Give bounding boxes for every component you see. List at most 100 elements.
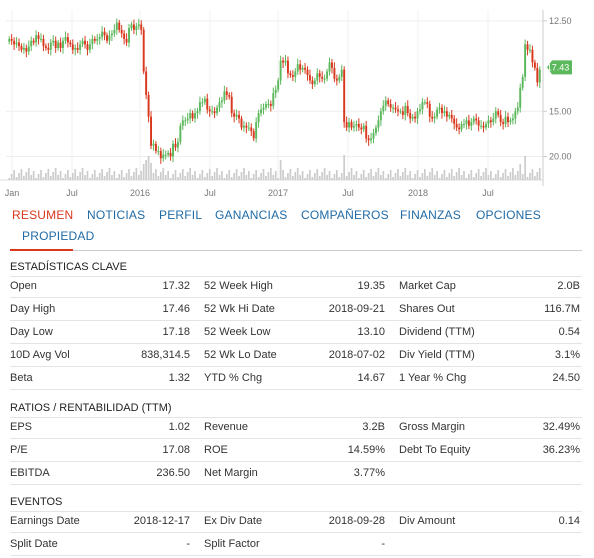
candle-body (524, 44, 527, 77)
volume-bar (323, 168, 326, 180)
section-divider (10, 511, 582, 512)
candle-body (269, 104, 272, 106)
price-chart[interactable]: 20.00 15.00 12.50 Jan Jul 2016 Jul 2017 Jul 2018… (0, 0, 594, 200)
stat-value: 1.32 (168, 372, 190, 384)
stat-value: 0.54 (558, 326, 580, 338)
volume-bar (384, 178, 387, 180)
candle-body (326, 71, 329, 79)
candle-body (467, 120, 470, 126)
candle-body (472, 118, 475, 123)
tab-opciones[interactable]: OPCIONES (476, 208, 541, 222)
volume-bar (392, 177, 394, 180)
volume-bar (446, 177, 448, 180)
last-price-tag: 17.43 (547, 60, 572, 75)
candle-body (328, 62, 331, 72)
volume-bar (79, 172, 81, 180)
candle-body (533, 62, 536, 68)
candle-body (279, 60, 282, 81)
volume-bar (382, 171, 385, 180)
candle-body (213, 111, 216, 114)
stat-label: 52 Wk Hi Date (204, 303, 275, 315)
candle-body (401, 111, 404, 115)
candle-body (282, 60, 285, 63)
tab-propiedad[interactable]: PROPIEDAD (22, 229, 95, 243)
stat-value: 19.35 (357, 280, 385, 292)
stat-label: Day Low (10, 326, 53, 338)
candle-body (311, 80, 314, 85)
volume-bar (108, 168, 111, 180)
volume-bar (267, 172, 270, 180)
volume-bar (201, 170, 204, 180)
volume-bar (348, 172, 350, 180)
volume-bar (169, 178, 172, 180)
candle-body (306, 69, 309, 76)
volume-bar (135, 168, 138, 180)
volume-bar (487, 175, 490, 180)
tab-finanzas[interactable]: FINANZAS (400, 208, 461, 222)
volume-bar (414, 174, 416, 180)
candle-body (86, 44, 89, 50)
candle-body (103, 31, 106, 36)
candlesticks (8, 18, 541, 164)
candle-body (25, 47, 28, 52)
candle-body (431, 116, 434, 119)
volume-bar (62, 178, 64, 180)
volume-bar (84, 175, 86, 180)
candle-body (49, 42, 52, 50)
volume-bar (514, 175, 517, 180)
tab-noticias[interactable]: NOTICIAS (87, 208, 146, 222)
volume-bar (54, 168, 57, 180)
row-divider (10, 297, 582, 298)
tab-ganancias[interactable]: GANANCIAS (215, 208, 288, 222)
candle-body (284, 60, 287, 63)
candle-body (409, 113, 412, 119)
candle-body (169, 152, 172, 157)
x-tick-label: Jul (66, 188, 78, 198)
candle-body (392, 107, 395, 109)
volume-bar (184, 176, 187, 180)
candle-body (150, 116, 153, 146)
stat-label: Open (10, 280, 37, 292)
volume-bar (524, 156, 526, 180)
volume-bar (96, 177, 99, 180)
volume-bar (375, 172, 377, 180)
x-tick-label: 2016 (130, 188, 150, 198)
stat-label: Gross Margin (399, 421, 466, 433)
stat-value: 2018-07-02 (328, 349, 385, 361)
stat-label: Beta (10, 372, 33, 384)
candle-body (181, 120, 184, 126)
candle-body (389, 104, 392, 108)
volume-bar (269, 168, 272, 180)
candle-body (20, 46, 23, 50)
row-divider (10, 343, 582, 344)
candle-body (247, 127, 250, 129)
candle-body (301, 67, 304, 70)
volume-bars (8, 155, 541, 180)
volume-bar (103, 176, 106, 180)
stat-value: 838,314.5 (141, 349, 190, 361)
tab-perfil[interactable]: PERFIL (159, 208, 203, 222)
candle-body (448, 114, 451, 117)
volume-bar (71, 173, 74, 180)
volume-bar (27, 168, 30, 180)
volume-bar (485, 168, 487, 180)
stat-label: Dividend (TTM) (399, 326, 475, 338)
candle-body (194, 113, 197, 119)
volume-bar (289, 169, 292, 180)
volume-bar (57, 175, 59, 180)
x-tick-label: 2018 (408, 188, 428, 198)
candle-body (357, 123, 360, 128)
candle-body (536, 67, 539, 83)
volume-bar (387, 174, 390, 180)
volume-bar (465, 178, 468, 180)
volume-bar (255, 170, 258, 180)
tab-companeros[interactable]: COMPAÑEROS (301, 208, 389, 222)
volume-bar (218, 175, 221, 180)
candle-body (286, 60, 289, 74)
candle-body (507, 116, 509, 123)
stat-value: 3.1% (554, 349, 580, 361)
volume-bar (304, 178, 306, 180)
tab-resumen[interactable]: RESUMEN (12, 208, 74, 222)
stat-value: 14.67 (357, 372, 385, 384)
volume-bar (492, 178, 495, 180)
